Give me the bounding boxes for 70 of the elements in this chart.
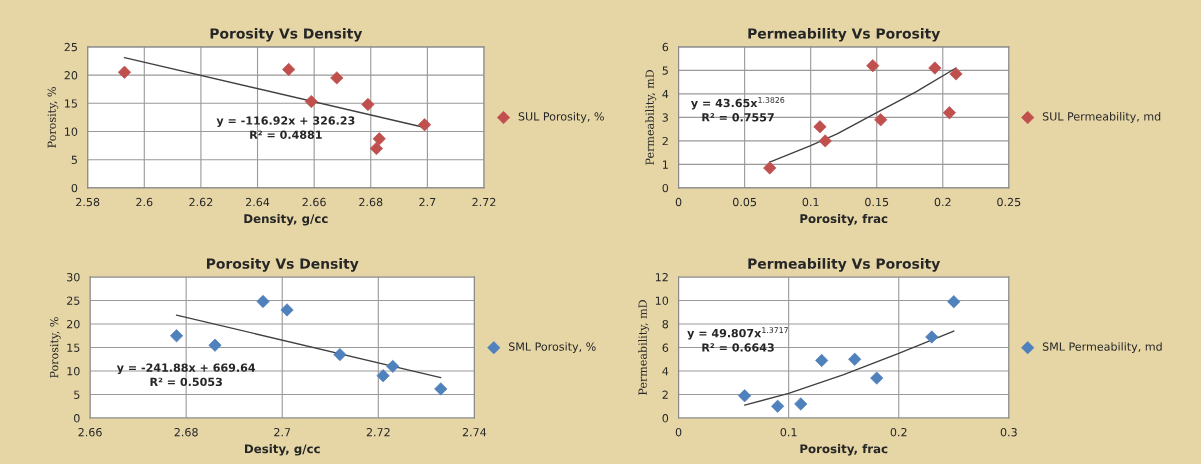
- y-tick-label: 6: [662, 343, 669, 352]
- y-tick-label: 4: [662, 90, 669, 99]
- legend-label: SML Permeability, md: [1042, 342, 1162, 353]
- y-tick-label: 0: [662, 183, 669, 193]
- x-tick-label: 0.1: [780, 427, 797, 437]
- x-tick-label: 0.2: [934, 197, 951, 207]
- y-axis-title: Permeability, mD: [638, 300, 650, 395]
- x-axis-title: Density, g/cc: [244, 213, 328, 226]
- x-tick-label: 0.15: [865, 197, 889, 207]
- chart-title: Porosity Vs Density: [206, 258, 359, 272]
- x-tick-label: 2.68: [174, 427, 198, 437]
- x-tick-label: 2.72: [366, 427, 390, 437]
- x-tick-label: 0.2: [890, 427, 907, 437]
- text: y = 43.65x$^{1.3826}$ R² = 0.7557: [690, 97, 785, 122]
- y-tick-label: 20: [64, 71, 78, 80]
- annotation: y = -241.88x + 669.64 R² = 0.5053: [116, 363, 256, 387]
- x-axis-title: Porosity, frac: [800, 213, 888, 226]
- text: y = 49.807x$^{1.3717}$ R² = 0.6643: [687, 327, 788, 352]
- x-tick-label: 2.74: [462, 427, 487, 437]
- y-tick-label: 8: [662, 320, 669, 329]
- y-tick-label: 5: [71, 155, 77, 165]
- legend-label: SUL Permeability, md: [1042, 112, 1161, 123]
- y-tick-label: 5: [74, 390, 80, 399]
- x-axis-title: Desity, g/cc: [244, 444, 320, 456]
- x-tick-label: 2.66: [302, 197, 326, 207]
- y-tick-label: 5: [662, 66, 668, 75]
- y-tick-label: 25: [64, 42, 77, 52]
- x-tick-label: 0.1: [802, 197, 819, 207]
- legend-label: SML Porosity, %: [508, 342, 596, 353]
- x-tick-label: 0.25: [997, 197, 1021, 207]
- y-tick-label: 0: [662, 414, 669, 423]
- x-tick-label: 0: [675, 427, 682, 437]
- y-tick-label: 15: [67, 343, 80, 352]
- annotation: y = -116.92x + 326.23 R² = 0.4881: [216, 116, 355, 139]
- y-axis-title: Porosity, %: [49, 317, 61, 378]
- x-tick-label: 2.7: [419, 197, 436, 207]
- y-tick-label: 0: [71, 183, 78, 193]
- x-tick-label: 2.6: [136, 197, 153, 207]
- x-tick-label: 2.66: [78, 427, 102, 437]
- x-axis-title: Porosity, frac: [800, 444, 888, 456]
- chart-title: Permeability Vs Porosity: [748, 27, 941, 42]
- y-tick-label: 3: [662, 113, 668, 122]
- y-axis-title: Permeability, mD: [645, 69, 657, 165]
- y-tick-label: 25: [67, 296, 80, 305]
- y-tick-label: 2: [662, 136, 668, 146]
- chart-title: Porosity Vs Density: [210, 27, 363, 42]
- y-tick-label: 6: [662, 42, 669, 52]
- x-tick-label: 2.62: [189, 197, 213, 207]
- y-tick-label: 30: [67, 272, 80, 282]
- x-tick-label: 2.68: [359, 197, 383, 207]
- y-tick-label: 4: [662, 367, 669, 376]
- y-tick-label: 15: [65, 99, 77, 108]
- x-tick-label: 0.3: [1000, 427, 1017, 437]
- y-tick-label: 2: [662, 390, 668, 399]
- chart-title: Permeability Vs Porosity: [748, 258, 941, 272]
- y-tick-label: 10: [65, 127, 78, 136]
- y-tick-label: 10: [67, 367, 80, 376]
- y-tick-label: 10: [655, 296, 669, 305]
- y-tick-label: 12: [655, 272, 668, 282]
- legend-label: SUL Porosity, %: [518, 112, 604, 123]
- y-tick-label: 1: [662, 160, 668, 169]
- x-tick-label: 0.05: [732, 197, 757, 207]
- x-tick-label: 2.72: [472, 197, 496, 207]
- x-tick-label: 2.7: [274, 427, 291, 437]
- y-tick-label: 20: [67, 320, 80, 329]
- y-tick-label: 0: [74, 414, 80, 423]
- x-tick-label: 2.64: [245, 197, 270, 207]
- x-tick-label: 2.58: [76, 197, 100, 207]
- x-tick-label: 0: [675, 197, 682, 207]
- y-axis-title: Porosity, %: [47, 87, 59, 148]
